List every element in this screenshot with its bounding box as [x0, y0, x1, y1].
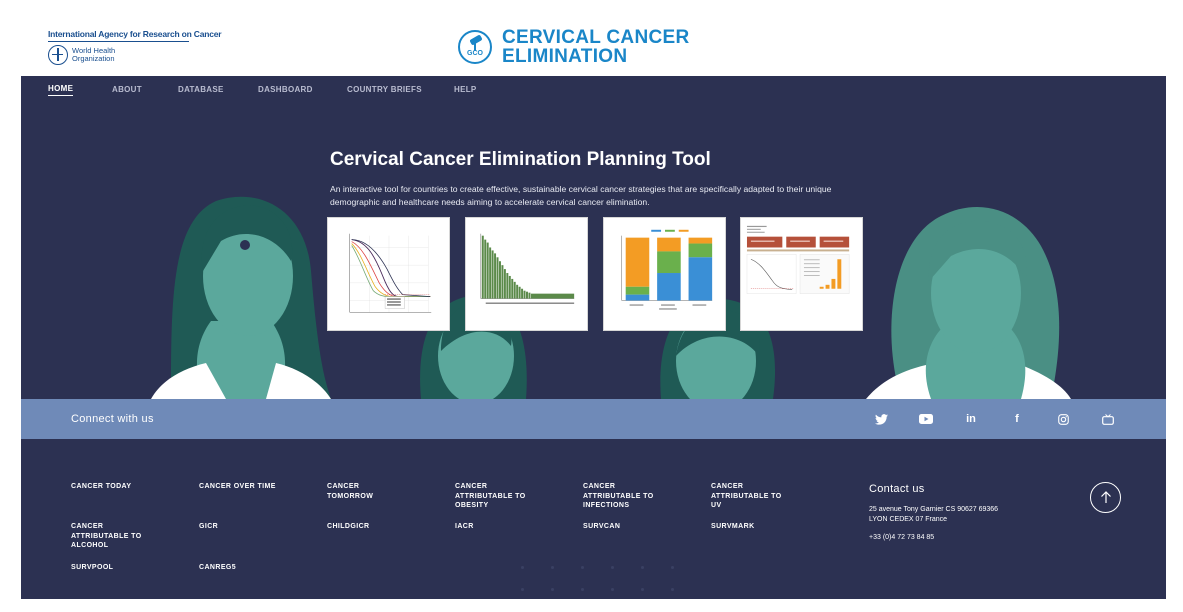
site-header: International Agency for Research on Can…	[0, 0, 1183, 76]
instagram-icon[interactable]	[1055, 411, 1071, 427]
nav-about[interactable]: ABOUT	[112, 85, 142, 94]
footer-link-canreg5[interactable]: CANREG5	[199, 564, 237, 571]
youtube-icon[interactable]	[918, 411, 934, 427]
preview-bar-chart[interactable]	[465, 217, 588, 331]
contact-address-line1: 25 avenue Tony Garnier CS 90627 69366	[869, 506, 999, 513]
connect-label: Connect with us	[71, 413, 154, 425]
footer-link-cancer-tomorrow[interactable]: CANCER TOMORROW	[327, 483, 374, 500]
gco-label: GCO	[467, 50, 483, 57]
iarc-name: International Agency for Research on Can…	[48, 29, 222, 42]
women-illustration	[151, 196, 1071, 399]
tv-icon[interactable]	[1100, 411, 1116, 427]
brand-title-line2: ELIMINATION	[502, 46, 628, 67]
linkedin-icon[interactable]: in	[966, 413, 976, 425]
nav-dashboard[interactable]: DASHBOARD	[258, 85, 313, 94]
connect-bar: Connect with us in f	[21, 399, 1166, 439]
contact-phone: +33 (0)4 72 73 84 85	[869, 534, 935, 541]
footer-link-attributable-uv[interactable]: CANCER ATTRIBUTABLE TO UV	[711, 483, 782, 509]
footer-link-cancer-today[interactable]: CANCER TODAY	[71, 483, 132, 490]
preview-stacked-bar-chart[interactable]	[603, 217, 726, 331]
iarc-who-logo[interactable]: International Agency for Research on Can…	[48, 29, 222, 65]
contact-address-line2: LYON CEDEX 07 France	[869, 516, 948, 523]
footer-link-survmark[interactable]: SURVMARK	[711, 523, 755, 530]
hero-description: An interactive tool for countries to cre…	[330, 184, 832, 207]
nav-database[interactable]: DATABASE	[178, 85, 224, 94]
hero-title: Cervical Cancer Elimination Planning Too…	[330, 149, 711, 170]
footer-link-cancer-over-time[interactable]: CANCER OVER TIME	[199, 483, 276, 490]
footer-link-survpool[interactable]: SURVPOOL	[71, 564, 114, 571]
site-footer: CANCER TODAY CANCER OVER TIME CANCER TOM…	[21, 439, 1166, 599]
footer-link-attributable-obesity[interactable]: CANCER ATTRIBUTABLE TO OBESITY	[455, 483, 526, 509]
arrow-up-icon	[1100, 491, 1111, 503]
facebook-icon[interactable]: f	[1015, 413, 1019, 425]
footer-link-attributable-alcohol[interactable]: CANCER ATTRIBUTABLE TO ALCOHOL	[71, 523, 142, 549]
cervical-cancer-elimination-logo[interactable]: GCO CERVICAL CANCER ELIMINATION	[458, 28, 690, 66]
contact-address: 25 avenue Tony Garnier CS 90627 69366 LY…	[869, 505, 1049, 525]
footer-link-attributable-infections[interactable]: CANCER ATTRIBUTABLE TO INFECTIONS	[583, 483, 654, 509]
footer-link-gicr[interactable]: GICR	[199, 523, 219, 530]
preview-line-chart[interactable]	[327, 217, 450, 331]
who-name-line2: Organization	[72, 54, 115, 63]
footer-link-iacr[interactable]: IACR	[455, 523, 474, 530]
who-name-line1: World Health	[72, 46, 116, 55]
preview-dashboard[interactable]	[740, 217, 863, 331]
who-emblem-icon	[48, 45, 68, 65]
gco-logo-icon: GCO	[458, 30, 492, 64]
hero-banner: Cervical Cancer Elimination Planning Too…	[21, 101, 1166, 399]
main-nav: HOME ABOUT DATABASE DASHBOARD COUNTRY BR…	[21, 76, 1166, 101]
nav-country-briefs[interactable]: COUNTRY BRIEFS	[347, 85, 422, 94]
twitter-icon[interactable]	[873, 411, 889, 427]
contact-title: Contact us	[869, 483, 925, 495]
footer-link-survcan[interactable]: SURVCAN	[583, 523, 621, 530]
brand-title-line1: CERVICAL CANCER	[502, 27, 690, 48]
footer-link-childgicr[interactable]: CHILDGICR	[327, 523, 370, 530]
nav-home[interactable]: HOME	[48, 84, 74, 96]
nav-help[interactable]: HELP	[454, 85, 477, 94]
back-to-top-button[interactable]	[1090, 482, 1121, 513]
